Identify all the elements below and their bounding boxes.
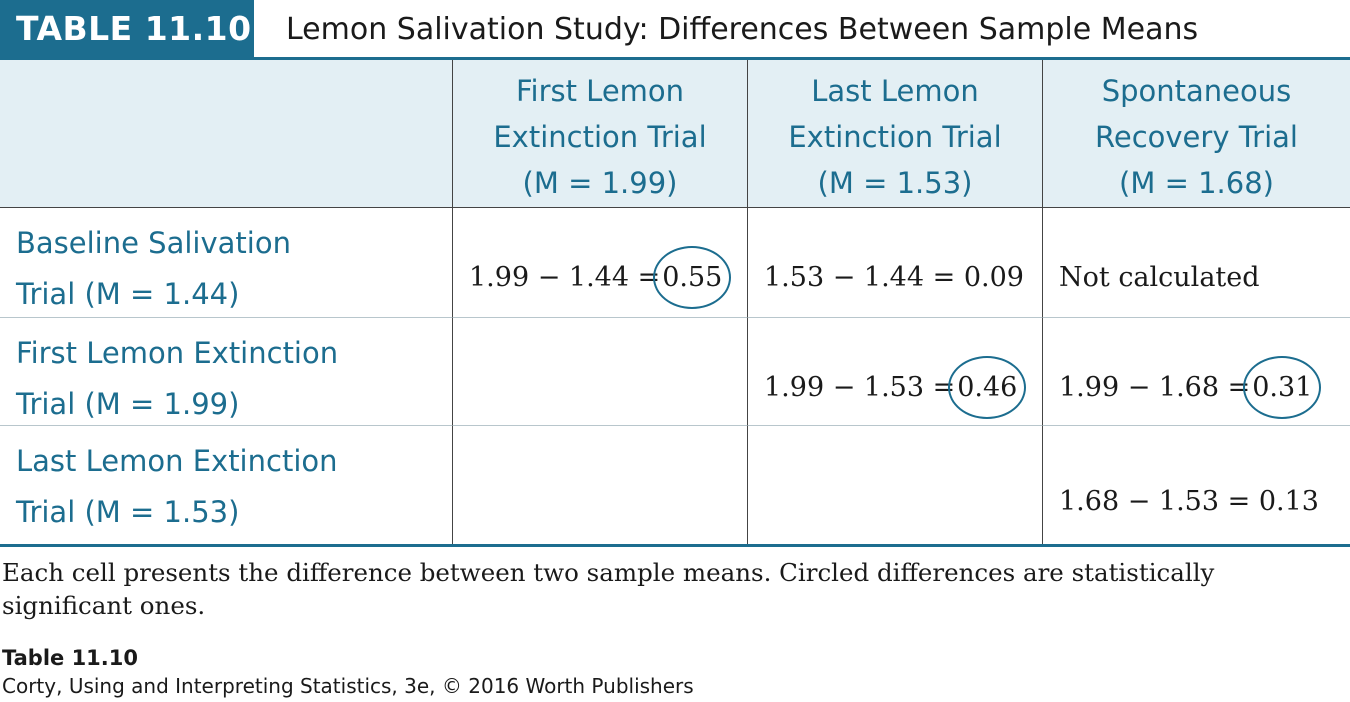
difference-value: 1.99 − 1.68 =0.31	[1059, 356, 1322, 419]
difference-expression: 1.53 − 1.44 =	[764, 262, 956, 293]
difference-value: 1.53 − 1.44 = 0.09	[764, 262, 1024, 293]
row-header-line1: Last Lemon Extinction	[16, 444, 338, 478]
column-header-line1: Last Lemon	[811, 74, 979, 108]
table-cell-empty	[748, 426, 1043, 544]
header-rule	[0, 57, 1350, 60]
difference-value: 1.99 − 1.53 =0.46	[764, 356, 1027, 419]
row-header-line2: Trial (M = 1.99)	[16, 387, 240, 421]
table-cell-empty	[453, 318, 748, 426]
row-header-baseline: Baseline Salivation Trial (M = 1.44)	[0, 208, 453, 318]
table-cell: 1.53 − 1.44 = 0.09	[748, 208, 1043, 318]
corner-cell	[0, 60, 453, 208]
table-number-badge: TABLE 11.10	[0, 0, 254, 58]
difference-expression: 1.99 − 1.68 =	[1059, 372, 1251, 403]
table-bottom-rule	[0, 544, 1350, 547]
difference-value: 1.99 − 1.44 =0.55	[469, 246, 732, 309]
column-header-first-lemon: First Lemon Extinction Trial (M = 1.99)	[453, 60, 748, 208]
column-header-line1: First Lemon	[515, 74, 685, 108]
column-header-mean: (M = 1.99)	[522, 166, 678, 200]
row-header-first-lemon-extinction: First Lemon Extinction Trial (M = 1.99)	[0, 318, 453, 426]
table-title: Lemon Salivation Study: Differences Betw…	[286, 12, 1199, 47]
column-header-line2: Extinction Trial	[493, 120, 707, 154]
table-cell: Not calculated	[1043, 208, 1350, 318]
row-header-last-lemon-extinction: Last Lemon Extinction Trial (M = 1.53)	[0, 426, 453, 544]
column-header-mean: (M = 1.53)	[817, 166, 973, 200]
row-header-line1: Baseline Salivation	[16, 226, 291, 260]
difference-expression: 1.68 − 1.53 =	[1059, 486, 1251, 517]
difference-result: 0.13	[1258, 486, 1319, 517]
row-header-line2: Trial (M = 1.44)	[16, 277, 240, 311]
table-note: Each cell presents the difference betwee…	[2, 558, 1215, 620]
table-cell: 1.99 − 1.68 =0.31	[1043, 318, 1350, 426]
table-cell: 1.68 − 1.53 = 0.13	[1043, 426, 1350, 544]
caption-label: Table 11.10	[2, 646, 138, 670]
table-cell: 1.99 − 1.53 =0.46	[748, 318, 1043, 426]
significant-difference-circled: 0.55	[653, 246, 732, 309]
row-header-line2: Trial (M = 1.53)	[16, 495, 240, 529]
caption-credit: Corty, Using and Interpreting Statistics…	[2, 674, 694, 698]
table-grid: First Lemon Extinction Trial (M = 1.99) …	[0, 60, 1350, 544]
row-header-line1: First Lemon Extinction	[16, 336, 339, 370]
significant-difference-circled: 0.31	[1243, 356, 1322, 419]
table-header: TABLE 11.10 Lemon Salivation Study: Diff…	[0, 0, 1350, 60]
column-header-line2: Extinction Trial	[788, 120, 1002, 154]
difference-result: 0.09	[963, 262, 1024, 293]
column-header-mean: (M = 1.68)	[1119, 166, 1274, 200]
difference-expression: 1.99 − 1.44 =	[469, 262, 661, 293]
table-cell-empty	[453, 426, 748, 544]
table-cell: 1.99 − 1.44 =0.55	[453, 208, 748, 318]
column-header-line2: Recovery Trial	[1095, 120, 1298, 154]
column-header-line1: Spontaneous	[1101, 74, 1292, 108]
difference-value: 1.68 − 1.53 = 0.13	[1059, 486, 1319, 517]
column-header-last-lemon: Last Lemon Extinction Trial (M = 1.53)	[748, 60, 1043, 208]
difference-expression: 1.99 − 1.53 =	[764, 372, 956, 403]
differences-table: First Lemon Extinction Trial (M = 1.99) …	[0, 60, 1350, 547]
significant-difference-circled: 0.46	[948, 356, 1027, 419]
not-calculated-label: Not calculated	[1059, 262, 1260, 293]
column-header-spontaneous-recovery: Spontaneous Recovery Trial (M = 1.68)	[1043, 60, 1350, 208]
